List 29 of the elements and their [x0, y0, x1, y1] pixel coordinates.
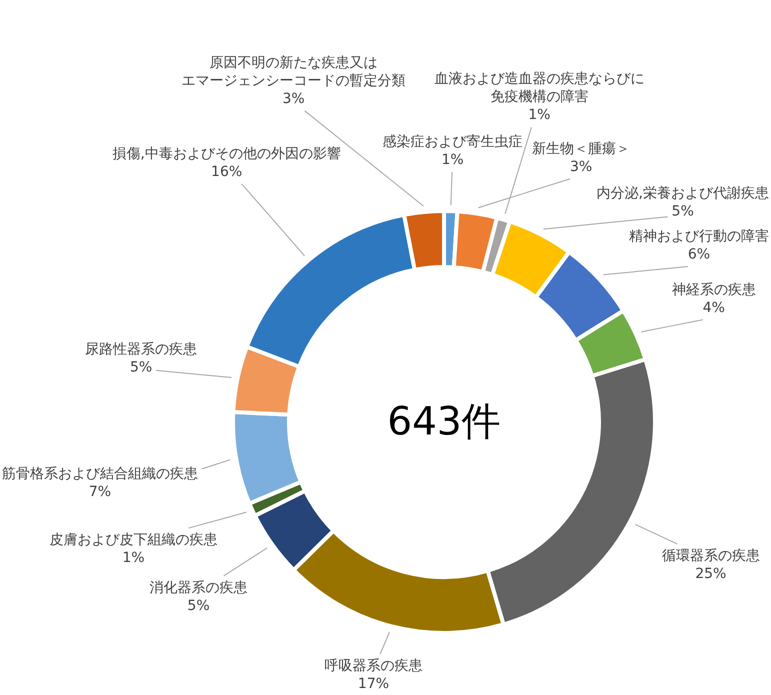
data-label: 6% [688, 246, 710, 262]
slice-label: 感染症および寄生虫症 [382, 134, 523, 150]
data-label: 1% [122, 550, 145, 566]
data-label: 3% [570, 158, 592, 175]
slice-label: 皮膚および皮下組織の疾患 [49, 532, 218, 548]
slice-label: 筋骨格系および結合組織の疾患 [2, 466, 198, 482]
data-label: 17% [358, 676, 390, 692]
data-label: 16% [211, 164, 242, 180]
data-label: 3% [282, 90, 305, 107]
slice-label: 精神および行動の障害 [629, 228, 769, 244]
slice-label: 損傷,中毒およびその他の外因の影響 [112, 146, 341, 162]
data-label: 5% [130, 360, 152, 376]
slice-label: 内分泌,栄養および代謝疾患 [596, 186, 769, 202]
text: 643件 [387, 400, 501, 444]
slice-label: 尿路性器系の疾患 [85, 342, 198, 358]
slice-label: 原因不明の新たな疾患又はエマージェンシーコードの暫定分類 [182, 54, 406, 89]
slice-label: 呼吸器系の疾患 [324, 658, 422, 674]
slice-label: 新生物＜腫瘍＞ [532, 140, 630, 157]
slice-label: 神経系の疾患 [672, 282, 756, 298]
data-label: 5% [672, 204, 694, 220]
slice-label: 循環器系の疾患 [662, 548, 760, 564]
data-label: 1% [528, 107, 550, 124]
slice-label: 消化器系の疾患 [150, 580, 248, 596]
slice-label: 血液および造血器の疾患ならびに免疫機構の障害 [434, 71, 644, 106]
data-label: 1% [441, 152, 464, 168]
data-label: 7% [88, 484, 112, 500]
data-label: 5% [187, 598, 210, 614]
data-label: 4% [702, 300, 725, 316]
data-label: 25% [695, 566, 726, 582]
